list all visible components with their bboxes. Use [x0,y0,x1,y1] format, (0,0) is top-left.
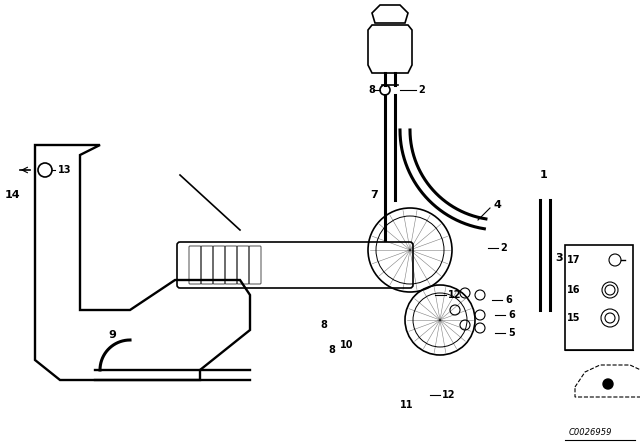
Text: 9: 9 [108,330,116,340]
Text: 15: 15 [567,313,580,323]
Text: 8: 8 [368,85,375,95]
Text: 3: 3 [555,253,563,263]
Text: 8: 8 [320,320,327,330]
Text: 2: 2 [418,85,425,95]
Text: 12: 12 [442,390,456,400]
Text: 4: 4 [493,200,501,210]
Text: 5: 5 [508,328,515,338]
Text: 1: 1 [540,170,548,180]
Text: 17: 17 [567,255,580,265]
Text: 12: 12 [448,290,461,300]
Text: 10: 10 [340,340,353,350]
Text: 6: 6 [508,310,515,320]
Text: 16: 16 [567,285,580,295]
Bar [565,245,633,350]
Text: 8: 8 [328,345,335,355]
Text: C0026959: C0026959 [568,428,612,437]
Text: 2: 2 [500,243,507,253]
Text: 14: 14 [5,190,20,200]
Text: 7: 7 [370,190,378,200]
Text: 13: 13 [58,165,72,175]
Text: 6: 6 [505,295,512,305]
Circle shape [603,379,613,389]
Text: 11: 11 [400,400,413,410]
